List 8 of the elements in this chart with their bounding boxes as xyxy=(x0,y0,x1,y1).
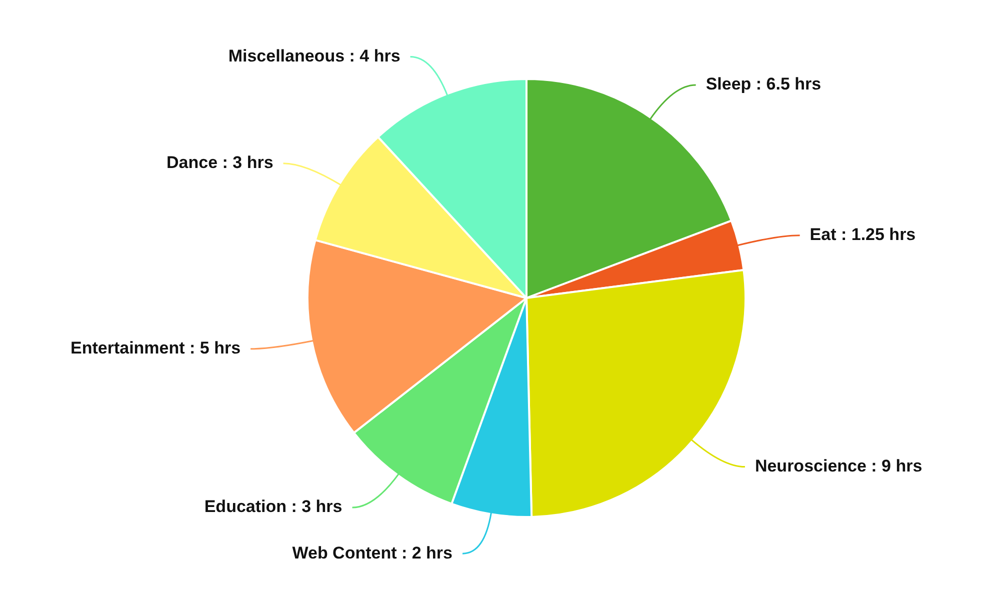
slice-label: Sleep : 6.5 hrs xyxy=(706,74,822,94)
slice-label: Eat : 1.25 hrs xyxy=(810,225,916,244)
slice-label: Education : 3 hrs xyxy=(204,497,342,516)
slice-label: Miscellaneous : 4 hrs xyxy=(228,46,400,66)
slice-label: Entertainment : 5 hrs xyxy=(70,338,241,358)
slice-label: Neuroscience : 9 hrs xyxy=(754,456,922,476)
slice-label: Dance : 3 hrs xyxy=(166,153,274,172)
slice-label: Web Content : 2 hrs xyxy=(292,543,452,562)
